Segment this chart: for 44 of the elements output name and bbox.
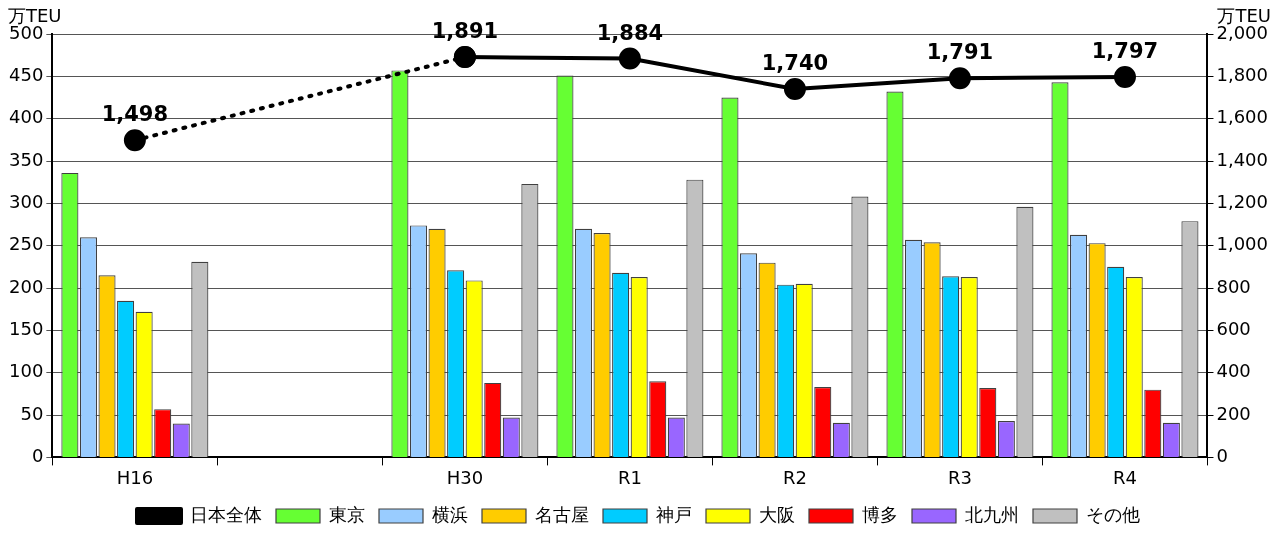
x-tick-label: H30 [446, 466, 484, 488]
legend-label: 大阪 [759, 503, 795, 525]
y2-tick-label: 200 [1216, 402, 1251, 424]
y-tick-label: 50 [20, 402, 44, 424]
data-label: 1,797 [1091, 38, 1159, 63]
legend-label: 博多 [862, 503, 898, 525]
y2-tick-label: 0 [1216, 445, 1228, 467]
legend-label: 北九州 [965, 503, 1019, 525]
y2-tick-label: 1,000 [1216, 233, 1268, 255]
x-tick-label: R1 [617, 466, 642, 488]
y-tick-label: 200 [9, 275, 44, 297]
point [783, 78, 806, 101]
y-tick-label: 450 [9, 64, 44, 86]
point [948, 67, 971, 90]
legend-label: 東京 [329, 503, 365, 525]
x-tick-label: R4 [1112, 466, 1137, 488]
y-tick-label: 100 [9, 360, 44, 382]
legend-label: 神戸 [656, 503, 692, 525]
legend-label: 名古屋 [535, 503, 589, 525]
y2-tick-label: 1,800 [1216, 64, 1268, 86]
y-tick-label: 250 [9, 233, 44, 255]
legend-label: その他 [1086, 503, 1140, 525]
point [453, 46, 476, 69]
y2-tick-label: 600 [1216, 318, 1251, 340]
y-tick-label: 350 [9, 148, 44, 170]
y-tick-label: 400 [9, 106, 44, 128]
x-tick-label: H16 [116, 466, 154, 488]
data-label: 1,740 [761, 51, 829, 75]
point [618, 47, 641, 70]
y2-tick-label: 1,200 [1216, 191, 1268, 213]
y-tick-label: 150 [9, 318, 44, 340]
y-tick-label: 0 [31, 445, 44, 467]
point [1113, 65, 1136, 88]
y2-tick-label: 1,600 [1216, 106, 1268, 128]
y2-tick-label: 800 [1216, 275, 1251, 297]
data-label: 1,791 [926, 40, 994, 65]
y-tick-label: 300 [9, 191, 44, 213]
legend-label: 日本全体 [190, 503, 262, 525]
y2-tick-label: 400 [1216, 360, 1251, 382]
legend-label: 横浜 [432, 503, 468, 525]
point [123, 129, 146, 152]
y2-tick-label: 1,400 [1216, 148, 1268, 170]
x-tick-label: R3 [947, 466, 972, 488]
x-tick-label: R2 [782, 466, 807, 488]
